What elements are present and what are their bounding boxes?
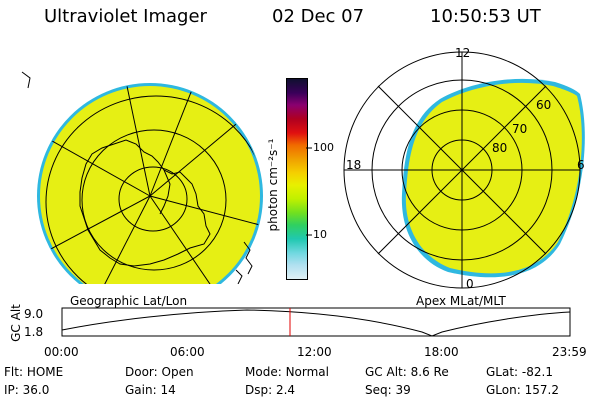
altitude-xtick-1: 06:00 — [170, 345, 205, 359]
altitude-ytick-bottom: 1.8 — [24, 325, 44, 339]
altitude-xtick-4: 23:59 — [552, 345, 587, 359]
altitude-curve — [61, 309, 571, 337]
time-label: 10:50:53 UT — [430, 6, 541, 27]
colorbar — [286, 78, 308, 280]
status-dsp: Dsp: 2.4 — [245, 383, 296, 397]
altitude-ytick-top: 9.0 — [24, 307, 44, 321]
magnetic-polar-plot — [343, 51, 585, 289]
status-mode: Mode: Normal — [245, 365, 329, 379]
status-gain: Gain: 14 — [125, 383, 176, 397]
status-glat: GLat: -82.1 — [486, 365, 553, 379]
status-door: Door: Open — [125, 365, 194, 379]
mlt-label-12: 12 — [455, 46, 471, 60]
mlat-label-60: 60 — [536, 98, 552, 112]
aurora-fill — [40, 86, 260, 284]
left-panel-caption: Geographic Lat/Lon — [70, 294, 188, 308]
aurora-fill-right — [405, 82, 582, 274]
mlt-label-0: 0 — [466, 277, 474, 291]
mlat-label-80: 80 — [492, 141, 508, 155]
status-flt: Flt: HOME — [4, 365, 64, 379]
status-glon: GLon: 157.2 — [486, 383, 559, 397]
altitude-plot — [61, 307, 571, 337]
status-ip: IP: 36.0 — [4, 383, 50, 397]
coastline — [21, 71, 253, 284]
mlt-label-6: 6 — [577, 158, 585, 172]
altitude-xtick-2: 12:00 — [297, 345, 332, 359]
altitude-xtick-0: 00:00 — [44, 345, 79, 359]
colorbar-tick-100: 100 — [313, 141, 334, 154]
mlat-label-70: 70 — [512, 122, 528, 136]
colorbar-ticks — [306, 147, 312, 236]
polar-grid — [343, 51, 581, 289]
instrument-title: Ultraviolet Imager — [44, 6, 207, 27]
status-gcalt: GC Alt: 8.6 Re — [365, 365, 449, 379]
altitude-xtick-3: 18:00 — [424, 345, 459, 359]
altitude-plot-frame — [61, 307, 571, 337]
geographic-map — [21, 71, 263, 284]
mlt-label-18: 18 — [346, 158, 362, 172]
right-panel-caption: Apex MLat/MLT — [416, 294, 506, 308]
date-label: 02 Dec 07 — [272, 6, 365, 27]
altitude-ylabel: GC Alt — [9, 304, 23, 342]
colorbar-unit-label: photon cm⁻²s⁻¹ — [266, 138, 280, 232]
colorbar-tick-10: 10 — [313, 228, 327, 241]
status-seq: Seq: 39 — [365, 383, 411, 397]
lat-lon-grid — [38, 84, 262, 284]
